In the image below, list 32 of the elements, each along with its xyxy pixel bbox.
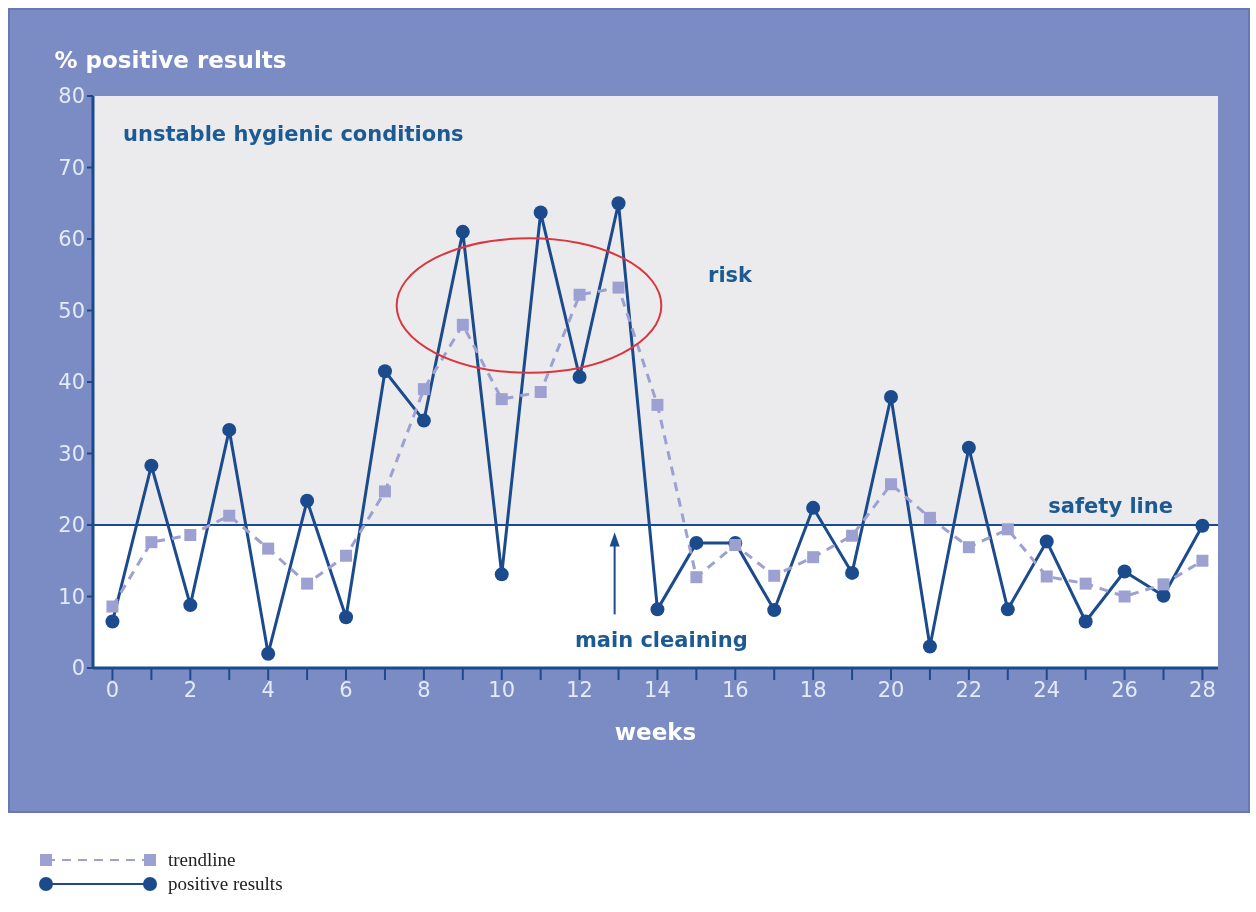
x-tick-label: 26: [1111, 677, 1138, 702]
x-tick-label: 28: [1189, 677, 1216, 702]
x-tick-label: 6: [339, 677, 353, 702]
x-tick-label: 20: [877, 677, 905, 702]
x-tick-label: 18: [799, 677, 827, 702]
x-tick-label: 8: [417, 677, 431, 702]
annotation: risk: [708, 262, 754, 287]
x-tick-label: 4: [261, 677, 275, 702]
y-tick-label: 70: [58, 155, 85, 180]
x-tick-label: 14: [644, 677, 671, 702]
x-axis-title: weeks: [614, 719, 697, 745]
x-tick-label: 24: [1033, 677, 1061, 702]
x-tick-label: 22: [955, 677, 983, 702]
y-tick-label: 60: [58, 227, 85, 252]
legend-label: positive results: [168, 873, 283, 895]
y-tick-label: 50: [58, 298, 85, 323]
y-tick-label: 20: [58, 513, 85, 538]
y-tick-label: 80: [58, 84, 85, 109]
ref-line-label: safety line: [1048, 494, 1173, 518]
x-tick-label: 16: [721, 677, 749, 702]
band-label: unstable hygienic conditions: [123, 121, 464, 146]
y-tick-label: 40: [58, 370, 85, 395]
legend-label: trendline: [168, 849, 236, 871]
y-tick-label: 30: [58, 441, 85, 466]
y-tick-label: 10: [58, 584, 85, 609]
y-tick-label: 0: [71, 656, 85, 681]
x-tick-label: 12: [566, 677, 593, 702]
x-tick-label: 0: [105, 677, 120, 702]
y-axis-title: % positive results: [54, 47, 287, 73]
x-tick-label: 2: [183, 677, 198, 702]
x-tick-label: 10: [488, 677, 516, 702]
annotation: main cleaining: [574, 627, 748, 652]
